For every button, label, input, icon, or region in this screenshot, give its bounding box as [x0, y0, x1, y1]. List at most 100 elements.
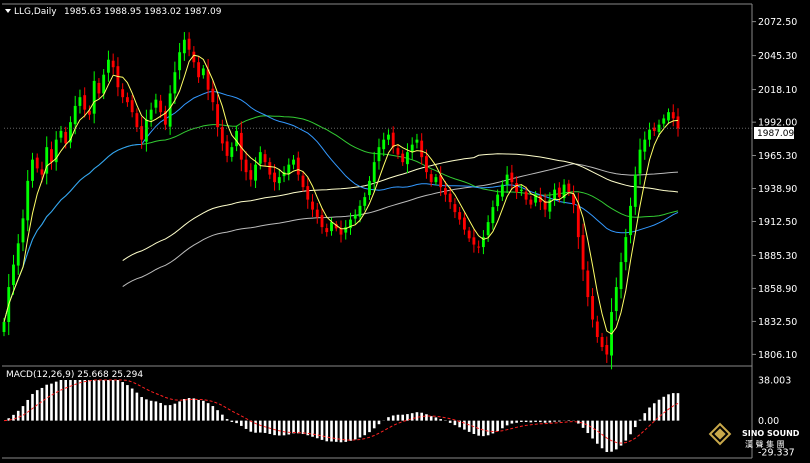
ma-mid1-line — [3, 90, 679, 323]
candle-body — [448, 193, 452, 203]
candle-body — [26, 180, 30, 221]
candle-body — [125, 97, 129, 103]
candle-body — [263, 154, 267, 163]
candle-body — [254, 164, 257, 181]
candle-body — [173, 72, 177, 94]
candle-body — [301, 175, 305, 188]
macd-tick-label: 38.003 — [758, 376, 791, 387]
ma-slow2-line — [122, 163, 679, 288]
candle-body — [277, 177, 281, 184]
candle-body — [287, 164, 291, 175]
candle-body — [477, 246, 481, 248]
candle-body — [106, 59, 110, 73]
ohlc-values: 1985.63 1988.95 1983.02 1987.09 — [64, 7, 222, 17]
candle-body — [439, 175, 443, 188]
candle-body — [16, 243, 20, 266]
candle-body — [225, 141, 229, 156]
candle-body — [187, 38, 191, 50]
ma-slow2-path — [122, 163, 679, 288]
candle-body — [591, 296, 594, 320]
macd-signal-line — [3, 379, 679, 444]
candle-body — [201, 68, 205, 76]
sino-sound-logo: SINO SOUND 漢 聲 集 團 — [708, 422, 800, 449]
candle-body — [453, 204, 457, 213]
candle-body — [339, 228, 343, 235]
price-tick-label: 1832.50 — [758, 317, 797, 328]
candle-body — [387, 134, 390, 140]
candle-body — [35, 157, 39, 169]
price-tick-label: 1806.10 — [758, 350, 797, 361]
macd-panel: 38.003 0.00 -29.337 — [3, 376, 795, 459]
candle-body — [40, 169, 44, 175]
candle-body — [510, 172, 514, 183]
candle-body — [239, 132, 243, 160]
candle-body — [21, 218, 25, 243]
candle-body — [420, 140, 424, 158]
candle-body — [163, 111, 167, 125]
ma-mid1-path — [3, 90, 679, 323]
dropdown-icon[interactable] — [5, 9, 11, 13]
candle-body — [45, 147, 49, 174]
candle-body — [135, 113, 139, 128]
candle-body — [220, 127, 224, 144]
ma-fast-path — [3, 54, 679, 335]
candle-body — [572, 194, 576, 205]
candle-body — [443, 188, 447, 195]
candle-body — [349, 219, 352, 229]
candle-body — [429, 174, 433, 183]
candle-body — [334, 224, 338, 229]
candle-body — [676, 116, 680, 129]
candle-body — [92, 80, 96, 114]
candle-body — [648, 129, 651, 140]
candle-body — [524, 191, 528, 200]
macd-label: MACD(12,26,9) 25.668 25.294 — [6, 370, 143, 380]
candle-body — [624, 237, 628, 263]
current-price-box — [754, 127, 794, 139]
price-tick-label: 2045.30 — [758, 51, 797, 62]
price-tick-label: 1885.30 — [758, 251, 797, 262]
candle-body — [182, 39, 186, 54]
candle-body — [102, 74, 106, 94]
candle-body — [149, 109, 153, 120]
price-tick-label: 1938.90 — [758, 184, 797, 195]
candle-body — [320, 215, 324, 228]
candle-body — [396, 148, 400, 155]
candle-body — [306, 186, 310, 200]
candle-body — [358, 205, 362, 217]
candle-body — [140, 126, 144, 140]
candle-body — [557, 187, 561, 198]
candle-body — [500, 184, 504, 197]
candle-body — [292, 159, 295, 165]
candle-body — [273, 172, 276, 183]
candle-body — [377, 147, 381, 162]
candle-body — [211, 88, 215, 103]
candle-body — [372, 162, 376, 182]
candle-body — [519, 189, 523, 192]
candle-body — [458, 212, 462, 220]
watermark-cn: 漢 聲 集 團 — [745, 439, 785, 449]
candle-body — [529, 199, 533, 205]
candle-body — [467, 230, 471, 239]
candle-body — [168, 93, 172, 127]
candle-body — [216, 104, 220, 128]
candle-body — [83, 95, 87, 110]
candle-body — [548, 199, 552, 212]
candle-body — [235, 130, 239, 147]
candle-body — [391, 132, 395, 148]
candle-body — [311, 201, 314, 210]
macd-tick-label: 0.00 — [758, 416, 779, 427]
candle-body — [600, 337, 604, 348]
candle-body — [130, 100, 134, 113]
candle-body — [78, 97, 82, 106]
candle-body — [567, 183, 571, 193]
candle-body — [496, 194, 500, 207]
candle-body — [88, 110, 91, 115]
candle-body — [638, 149, 642, 174]
candle-body — [515, 183, 519, 193]
candle-body — [73, 105, 77, 125]
candle-body — [192, 51, 196, 63]
candle-body — [671, 112, 675, 119]
candle-body — [12, 264, 15, 286]
candle-body — [97, 82, 101, 94]
